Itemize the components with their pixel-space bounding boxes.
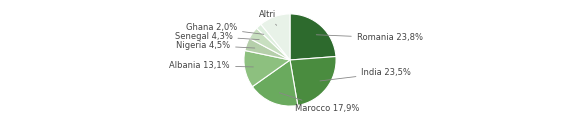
Text: Nigeria 4,5%: Nigeria 4,5% (176, 41, 255, 50)
Text: Romania 23,8%: Romania 23,8% (316, 33, 423, 42)
Text: India 23,5%: India 23,5% (320, 68, 411, 81)
Text: Altri: Altri (259, 10, 277, 25)
Wedge shape (245, 38, 290, 60)
Text: Ghana 2,0%: Ghana 2,0% (186, 23, 264, 34)
Text: Senegal 4,3%: Senegal 4,3% (175, 32, 259, 41)
Text: Marocco 17,9%: Marocco 17,9% (280, 93, 359, 113)
Wedge shape (256, 24, 290, 60)
Wedge shape (249, 28, 290, 60)
Wedge shape (290, 57, 336, 105)
Text: Albania 13,1%: Albania 13,1% (169, 61, 253, 70)
Wedge shape (290, 14, 336, 60)
Wedge shape (244, 51, 290, 87)
Wedge shape (261, 14, 290, 60)
Wedge shape (252, 60, 298, 106)
